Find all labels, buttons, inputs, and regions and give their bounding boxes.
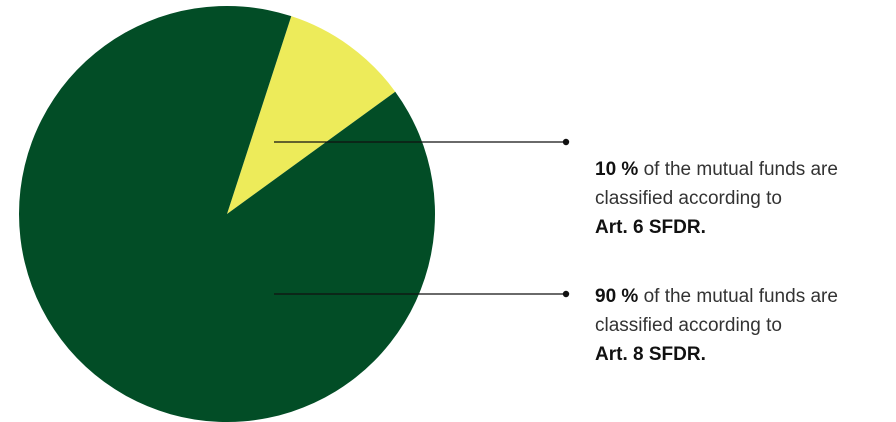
annotation-art6: 10 % of the mutual funds are classified … (595, 155, 895, 242)
annotation-art8: 90 % of the mutual funds are classified … (595, 282, 895, 369)
leader-dot-art6 (563, 139, 569, 145)
annotation-art8-value: 90 % (595, 286, 638, 307)
annotation-art8-category: Art. 8 SFDR. (595, 344, 706, 365)
leader-dot-art8 (563, 291, 569, 297)
pie-slices (19, 6, 435, 422)
annotation-art6-value: 10 % (595, 159, 638, 180)
annotation-art6-category: Art. 6 SFDR. (595, 217, 706, 238)
